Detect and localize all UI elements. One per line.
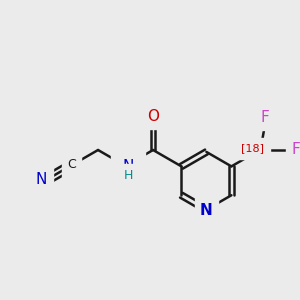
Text: [18]: [18]: [242, 144, 264, 154]
Text: N: N: [200, 203, 213, 218]
Text: N: N: [123, 159, 134, 174]
Text: [15]: [15]: [117, 153, 140, 163]
Text: F: F: [292, 142, 300, 157]
Text: N: N: [36, 172, 47, 187]
Text: C: C: [67, 158, 76, 171]
Text: O: O: [147, 109, 159, 124]
Text: F: F: [261, 110, 270, 125]
Text: H: H: [124, 169, 133, 182]
